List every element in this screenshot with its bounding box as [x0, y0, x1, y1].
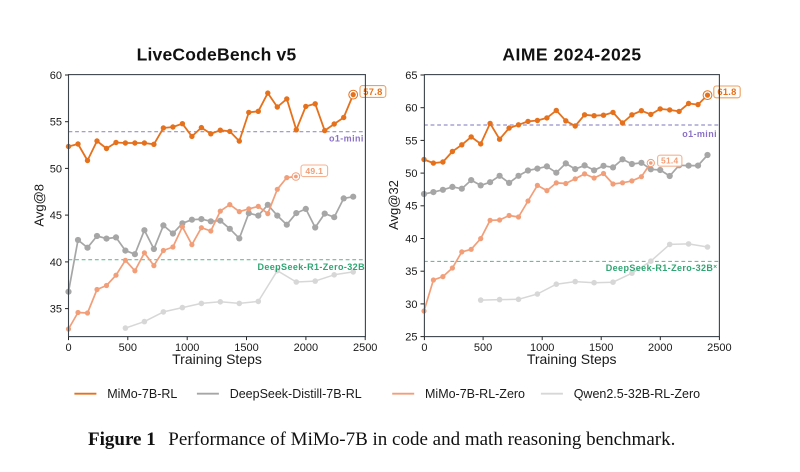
svg-text:50: 50: [405, 168, 417, 180]
svg-text:60: 60: [50, 70, 62, 82]
svg-text:0: 0: [421, 342, 427, 354]
svg-text:AIME 2024-2025: AIME 2024-2025: [502, 45, 641, 65]
svg-text:2500: 2500: [707, 342, 731, 354]
svg-text:35: 35: [405, 266, 417, 278]
svg-text:49.1: 49.1: [305, 166, 323, 176]
svg-text:65: 65: [405, 70, 417, 82]
svg-text:30: 30: [405, 299, 417, 311]
svg-text:57.8: 57.8: [363, 87, 382, 97]
svg-text:2000: 2000: [648, 342, 672, 354]
svg-text:Avg@8: Avg@8: [32, 184, 47, 227]
svg-text:DeepSeek-R1-Zero-32B×: DeepSeek-R1-Zero-32B×: [606, 263, 718, 273]
svg-text:45: 45: [50, 210, 62, 222]
svg-text:DeepSeek-R1-Zero-32B: DeepSeek-R1-Zero-32B: [257, 262, 365, 272]
svg-text:51.4: 51.4: [661, 156, 679, 166]
svg-text:60: 60: [405, 103, 417, 115]
svg-text:0: 0: [65, 342, 71, 354]
svg-text:55: 55: [50, 117, 62, 129]
svg-text:MiMo-7B-RL: MiMo-7B-RL: [107, 387, 177, 401]
svg-text:1000: 1000: [175, 342, 199, 354]
svg-text:45: 45: [405, 201, 417, 213]
svg-text:o1-mini: o1-mini: [329, 134, 364, 144]
svg-text:500: 500: [119, 342, 137, 354]
svg-text:Training Steps: Training Steps: [527, 351, 617, 367]
svg-text:500: 500: [474, 342, 492, 354]
svg-text:1000: 1000: [530, 342, 554, 354]
svg-text:o1-mini: o1-mini: [682, 129, 717, 139]
svg-text:40: 40: [405, 233, 417, 245]
svg-text:2000: 2000: [294, 342, 318, 354]
svg-text:Qwen2.5-32B-RL-Zero: Qwen2.5-32B-RL-Zero: [574, 387, 700, 401]
svg-text:61.8: 61.8: [717, 87, 736, 97]
svg-text:DeepSeek-Distill-7B-RL: DeepSeek-Distill-7B-RL: [230, 387, 362, 401]
svg-text:1500: 1500: [589, 342, 613, 354]
svg-text:Training Steps: Training Steps: [172, 351, 262, 367]
svg-text:50: 50: [50, 163, 62, 175]
svg-text:35: 35: [50, 304, 62, 316]
svg-text:1500: 1500: [234, 342, 258, 354]
svg-text:LiveCodeBench v5: LiveCodeBench v5: [137, 45, 297, 65]
svg-text:2500: 2500: [353, 342, 377, 354]
svg-text:Avg@32: Avg@32: [386, 180, 401, 230]
svg-text:40: 40: [50, 257, 62, 269]
svg-text:25: 25: [405, 332, 417, 344]
svg-text:MiMo-7B-RL-Zero: MiMo-7B-RL-Zero: [425, 387, 525, 401]
svg-text:55: 55: [405, 135, 417, 147]
